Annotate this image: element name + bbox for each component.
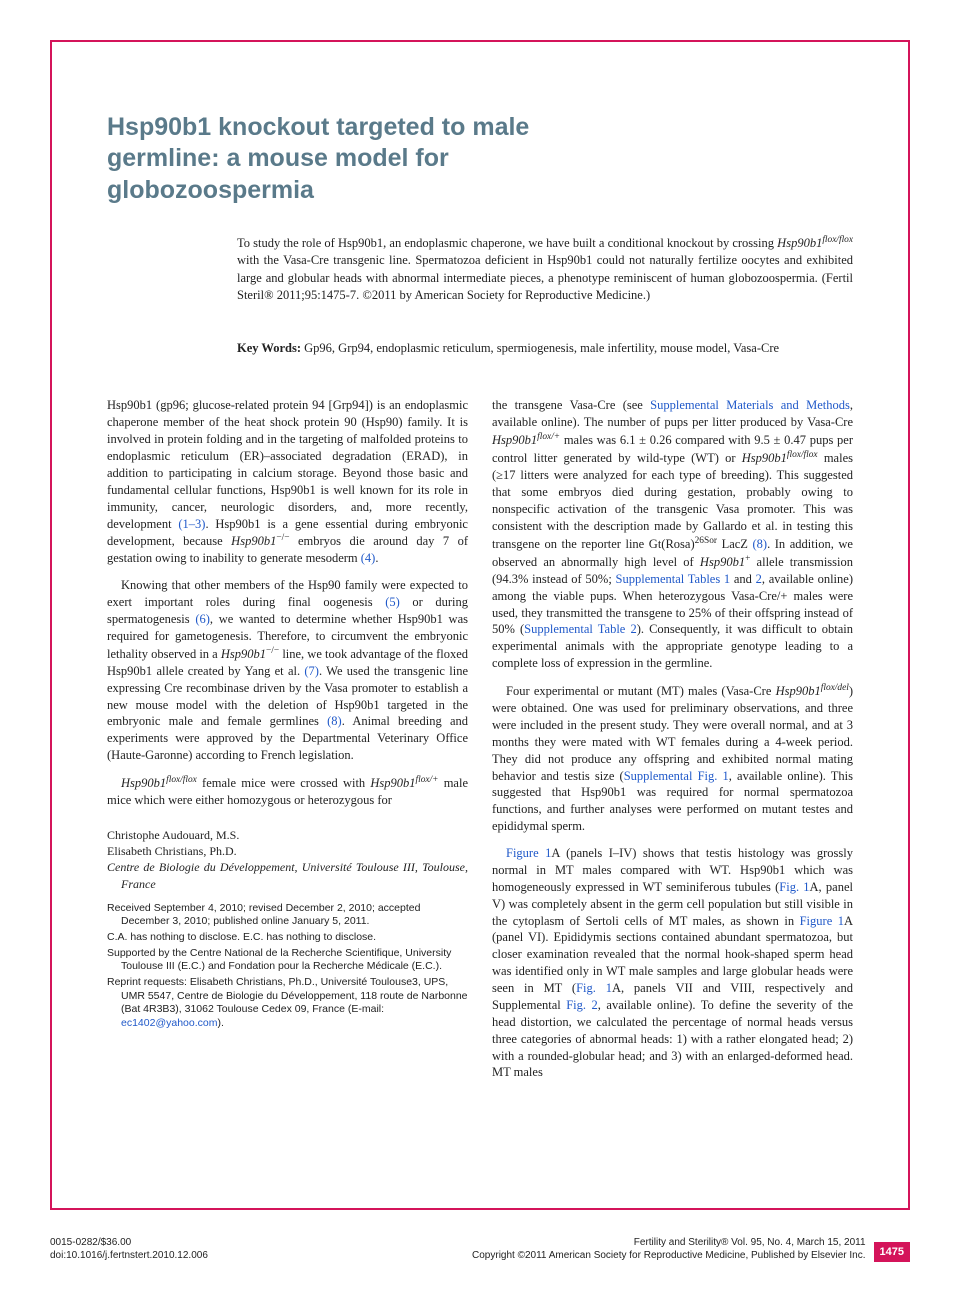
fig-1c-link[interactable]: Figure 1 (800, 914, 844, 928)
footer-left: 0015-0282/$36.00 doi:10.1016/j.fertnster… (50, 1236, 208, 1262)
ref-5[interactable]: (5) (385, 595, 400, 609)
para-3: Hsp90b1flox/flox female mice were crosse… (107, 774, 468, 809)
ref-6[interactable]: (6) (195, 612, 210, 626)
ref-8[interactable]: (8) (327, 714, 342, 728)
meta-block: Received September 4, 2010; revised Dece… (107, 902, 468, 1031)
doi: doi:10.1016/j.fertnstert.2010.12.006 (50, 1249, 208, 1262)
page-frame: Hsp90b1 knockout targeted to male germli… (50, 40, 910, 1210)
copyright: Copyright ©2011 American Society for Rep… (472, 1249, 866, 1262)
right-column: the transgene Vasa-Cre (see Supplemental… (492, 397, 853, 1091)
authors-block: Christophe Audouard, M.S. Elisabeth Chri… (107, 827, 468, 892)
page-number: 1475 (874, 1242, 910, 1262)
ref-1-3[interactable]: (1–3) (178, 517, 205, 531)
keywords: Key Words: Gp96, Grp94, endoplasmic reti… (237, 340, 853, 358)
left-column: Hsp90b1 (gp96; glucose-related protein 9… (107, 397, 468, 1091)
footer-right: Fertility and Sterility® Vol. 95, No. 4,… (472, 1236, 910, 1262)
para-2: Knowing that other members of the Hsp90 … (107, 577, 468, 764)
journal-issue: Fertility and Sterility® Vol. 95, No. 4,… (472, 1236, 866, 1249)
article-title: Hsp90b1 knockout targeted to male germli… (107, 112, 627, 206)
funding: Supported by the Centre National de la R… (107, 947, 468, 974)
fig-1-link[interactable]: Figure 1 (506, 846, 551, 860)
para-r2: Four experimental or mutant (MT) males (… (492, 682, 853, 835)
fig-1d-link[interactable]: Fig. 1 (576, 981, 612, 995)
keywords-text: Gp96, Grp94, endoplasmic reticulum, sper… (304, 341, 779, 355)
page-footer: 0015-0282/$36.00 doi:10.1016/j.fertnster… (50, 1236, 910, 1262)
reprint-requests: Reprint requests: Elisabeth Christians, … (107, 976, 468, 1031)
supp-fig-1-link[interactable]: Supplemental Fig. 1 (624, 769, 729, 783)
abstract-text: To study the role of Hsp90b1, an endopla… (237, 234, 853, 305)
fig-2-link[interactable]: Fig. 2 (566, 998, 598, 1012)
para-r1: the transgene Vasa-Cre (see Supplemental… (492, 397, 853, 672)
disclosure: C.A. has nothing to disclose. E.C. has n… (107, 931, 468, 945)
ref-7[interactable]: (7) (304, 664, 319, 678)
author-1: Christophe Audouard, M.S. (107, 827, 468, 843)
supp-table-1-link[interactable]: Supplemental Tables 1 (616, 572, 731, 586)
supp-materials-link[interactable]: Supplemental Materials and Methods (650, 398, 850, 412)
ref-8b[interactable]: (8) (753, 537, 768, 551)
ref-4[interactable]: (4) (361, 551, 376, 565)
author-2: Elisabeth Christians, Ph.D. (107, 843, 468, 859)
para-1: Hsp90b1 (gp96; glucose-related protein 9… (107, 397, 468, 567)
body-columns: Hsp90b1 (gp96; glucose-related protein 9… (107, 397, 853, 1091)
supp-table-2b-link[interactable]: Supplemental Table 2 (524, 622, 637, 636)
para-r3: Figure 1A (panels I–IV) shows that testi… (492, 845, 853, 1081)
email-link[interactable]: ec1402@yahoo.com (121, 1017, 217, 1029)
affiliation: Centre de Biologie du Développement, Uni… (107, 859, 468, 891)
keywords-label: Key Words: (237, 341, 301, 355)
received-date: Received September 4, 2010; revised Dece… (107, 902, 468, 929)
issn-price: 0015-0282/$36.00 (50, 1236, 208, 1249)
fig-1b-link[interactable]: Fig. 1 (779, 880, 809, 894)
